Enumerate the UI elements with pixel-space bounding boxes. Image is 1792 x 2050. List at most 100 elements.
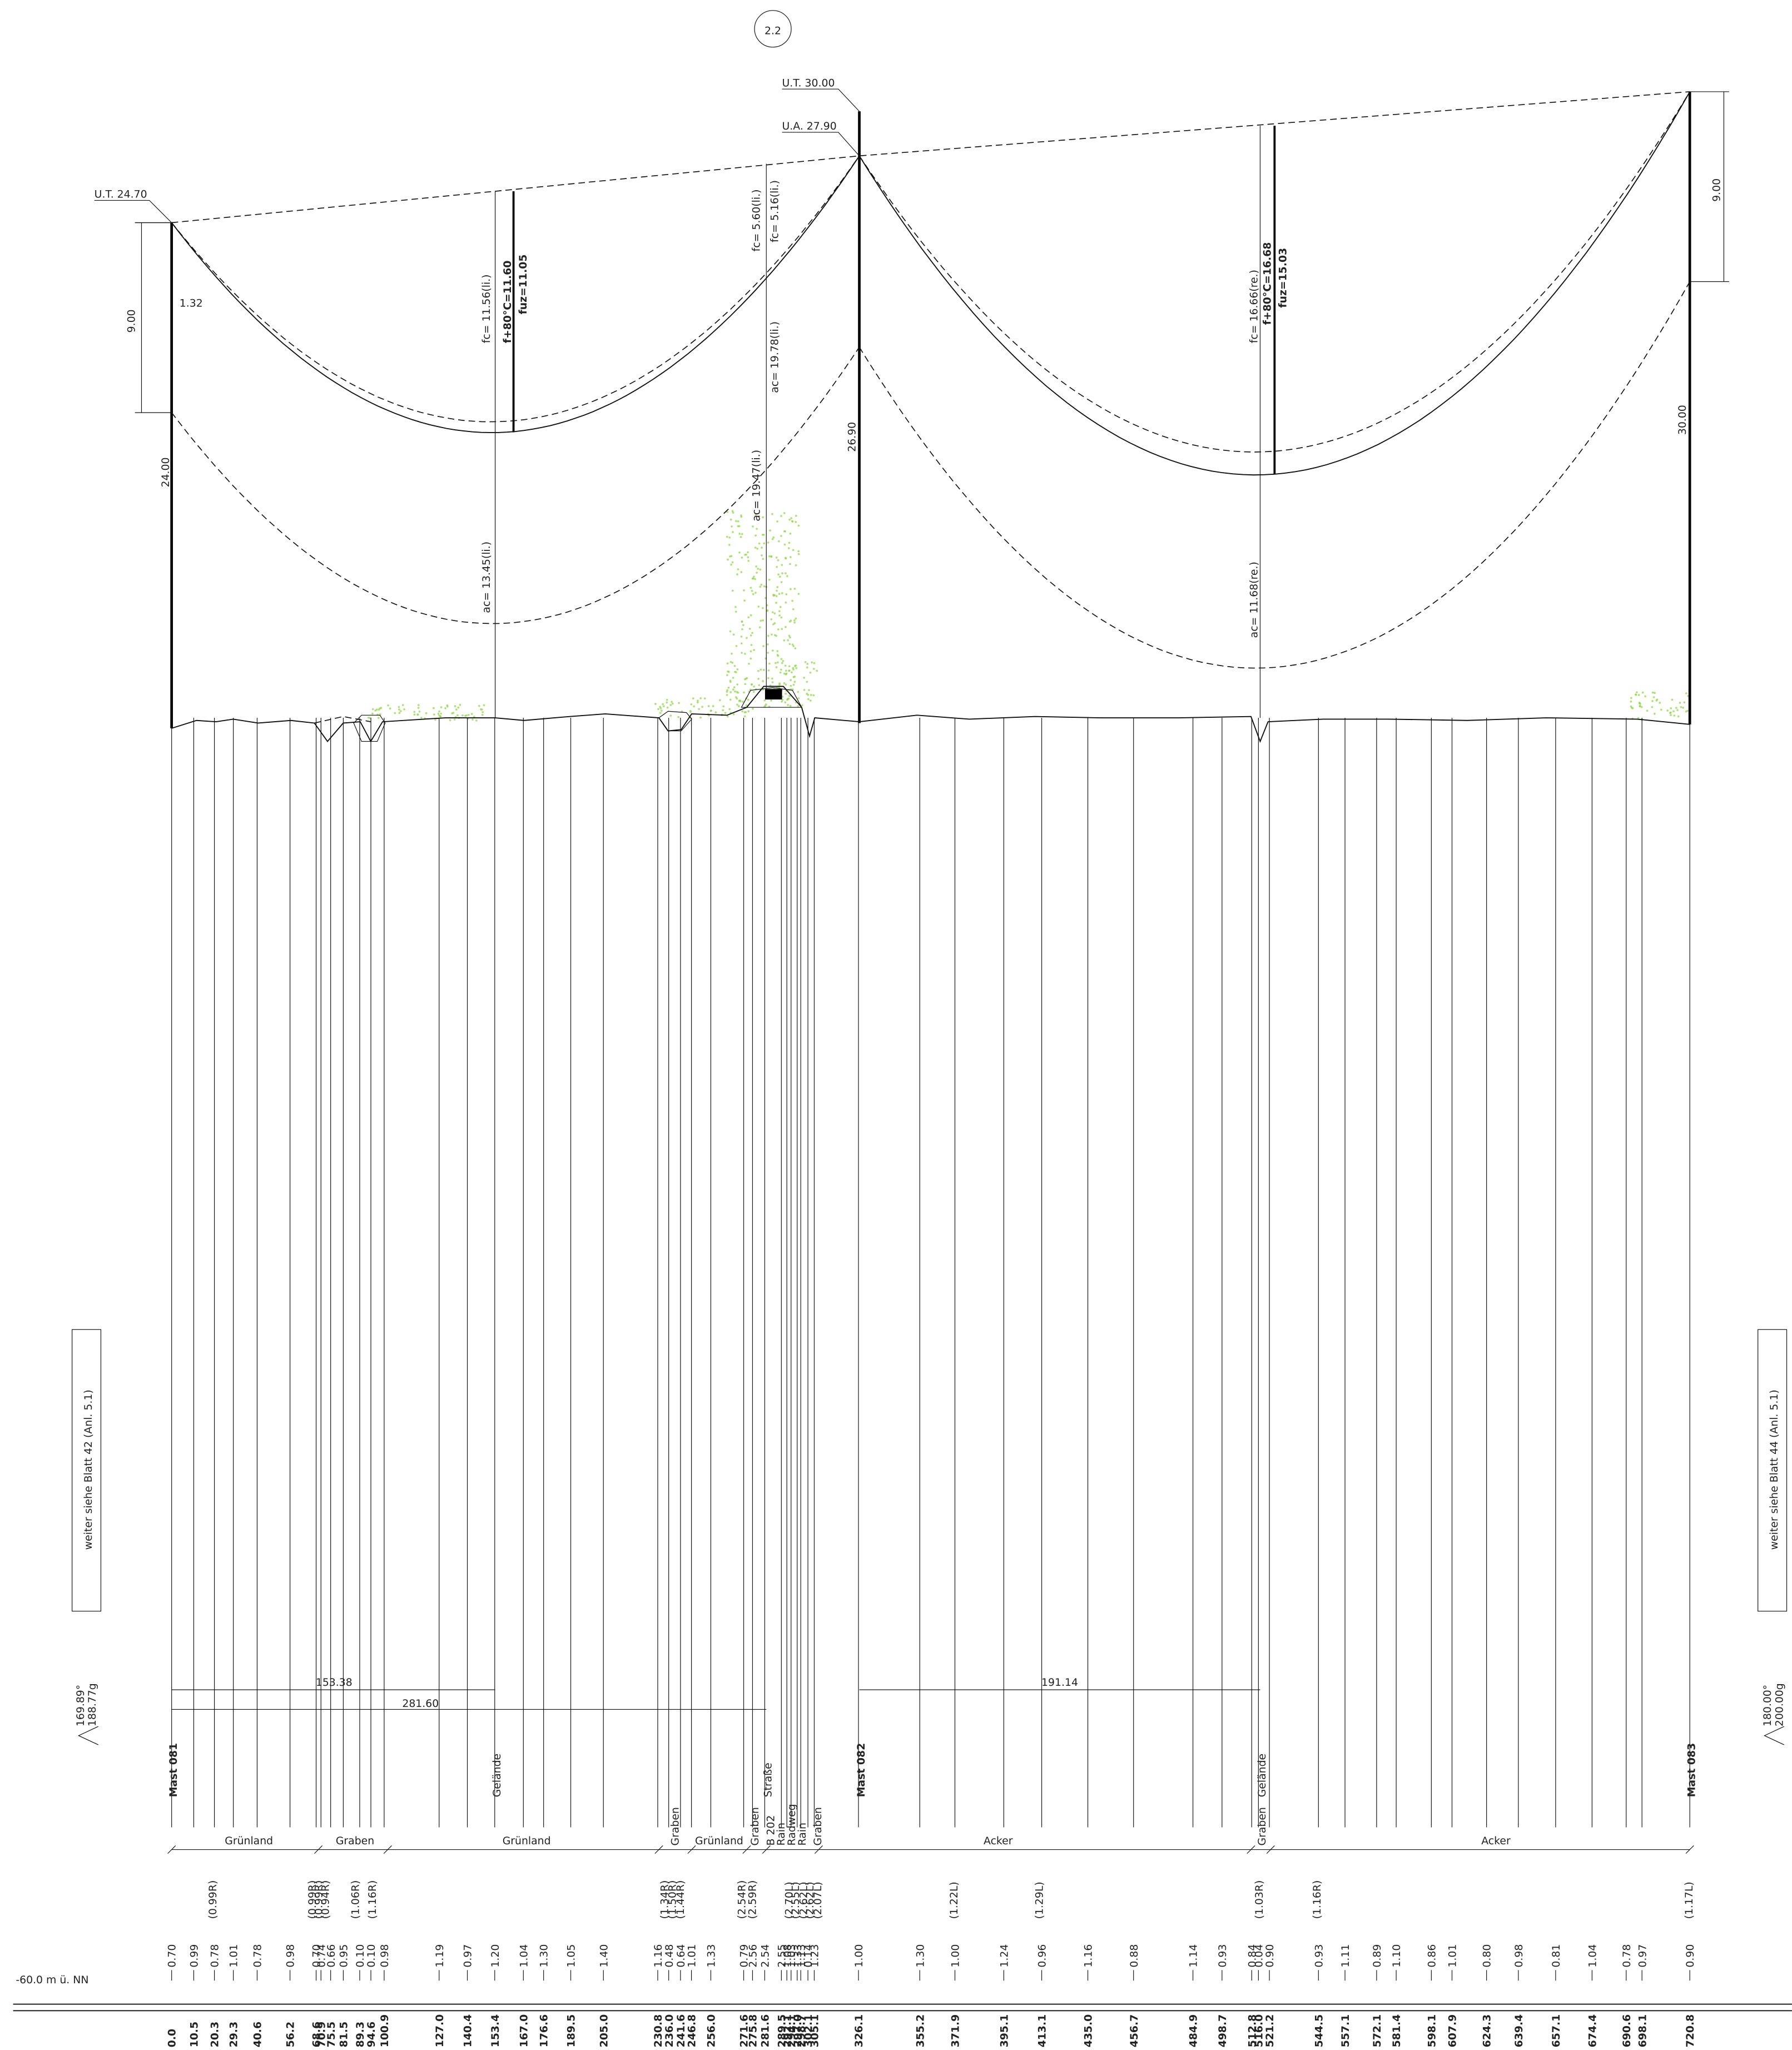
station-km: 153.4 (490, 2014, 502, 2048)
vegetation-dot (378, 717, 380, 719)
insulator-length: 9.00 (126, 309, 138, 332)
land-use: Rain (797, 1823, 808, 1845)
vegetation-dot (789, 563, 791, 565)
station-km: 70.9 (316, 2022, 327, 2047)
vegetation-dot (793, 621, 796, 624)
vegetation-dot (788, 518, 791, 521)
vegetation-dot (699, 716, 702, 719)
vegetation-dot (771, 513, 773, 515)
vegetation-dot (453, 718, 456, 721)
vegetation-dot (749, 587, 752, 589)
vegetation-dot (816, 669, 818, 672)
vegetation-dot (418, 710, 421, 713)
vegetation-dot (440, 706, 443, 708)
sag-label: fuz=15.03 (1278, 248, 1289, 308)
vegetation-dot (784, 701, 787, 704)
vegetation-dot (710, 709, 712, 712)
vegetation-dot (763, 699, 766, 702)
vegetation-dot (778, 683, 781, 686)
insulator-length: 9.00 (1711, 178, 1722, 202)
vegetation-dot (1670, 707, 1672, 709)
vegetation-dot (790, 679, 792, 682)
vegetation-dot (759, 568, 762, 571)
vegetation-dot (728, 536, 731, 539)
vegetation-dot (737, 705, 740, 707)
vegetation-dot (432, 707, 435, 709)
vegetation-dot (781, 628, 783, 631)
station-km: 305.1 (810, 2014, 821, 2048)
crossing-height: (0.99R) (307, 1880, 319, 1919)
station-height: 0.90 (1685, 1944, 1696, 1968)
vegetation-dot (729, 630, 732, 633)
vegetation-dot (785, 673, 787, 676)
station-height: 0.93 (1313, 1944, 1325, 1968)
vegetation-dot (734, 610, 737, 613)
vegetation-dot (734, 605, 737, 608)
vegetation-dot (757, 568, 760, 570)
vegetation-dot (726, 511, 728, 513)
vegetation-dot (471, 718, 474, 721)
vegetation-dot (761, 534, 764, 536)
vegetation-dot (459, 703, 461, 706)
vegetation-dot (696, 701, 699, 704)
vegetation-dot (1676, 709, 1679, 712)
vegetation-dot (1660, 708, 1662, 711)
station-km: 256.0 (706, 2014, 718, 2048)
vegetation-dot (758, 626, 761, 629)
vegetation-dot (739, 536, 742, 538)
vegetation-dot (783, 639, 786, 642)
station-km: 413.1 (1037, 2014, 1049, 2048)
vegetation-dot (776, 520, 778, 523)
vegetation-dot (757, 669, 760, 672)
vegetation-dot (767, 669, 770, 672)
vegetation-dot (736, 683, 739, 686)
vegetation-dot (777, 573, 780, 576)
vegetation-dot (758, 684, 761, 687)
vegetation-dot (736, 703, 738, 706)
station-km: 698.1 (1637, 2014, 1649, 2048)
vegetation-dot (1639, 704, 1641, 707)
vegetation-dot (703, 697, 706, 700)
station-km: 230.8 (653, 2014, 664, 2048)
vegetation-dot (1630, 700, 1632, 703)
vegetation-dot (746, 637, 748, 639)
leader (782, 132, 860, 156)
vegetation-dot (399, 710, 402, 712)
crossing-height: (2.62L) (805, 1882, 816, 1919)
vegetation-dot (793, 619, 796, 622)
vegetation-dot (478, 704, 480, 707)
vegetation-dot (751, 632, 753, 634)
vegetation-dot (766, 609, 769, 612)
station-km: 674.4 (1587, 2014, 1599, 2048)
vegetation-dot (1651, 706, 1654, 708)
sag-label: f+80°C=16.68 (1262, 242, 1273, 325)
vegetation-dot (740, 636, 743, 638)
station-km: 176.6 (539, 2014, 550, 2048)
station-km: 89.3 (355, 2022, 366, 2047)
vegetation-dot (741, 628, 743, 631)
station-km: 607.9 (1447, 2014, 1459, 2048)
angle-symbol (1764, 1726, 1785, 1745)
vegetation-dot (762, 619, 765, 622)
station-km: 581.4 (1391, 2014, 1403, 2048)
station-km: 281.6 (760, 2014, 771, 2048)
vegetation-dot (785, 572, 787, 575)
station-km: 236.0 (664, 2014, 676, 2048)
vegetation-dot (732, 531, 734, 533)
vegetation-dot (669, 704, 672, 706)
vegetation-dot (785, 683, 787, 686)
land-use: Graben (1257, 1807, 1268, 1845)
crossing-height: (0.99R) (207, 1880, 219, 1919)
station-km: 20.3 (210, 2022, 221, 2047)
crossing-height: (1.34R) (659, 1880, 671, 1919)
vegetation-dot (1670, 714, 1672, 716)
station-height: 0.89 (1372, 1944, 1383, 1968)
vegetation-dot (788, 634, 791, 637)
vegetation-dot (729, 679, 732, 682)
vegetation-dot (780, 515, 782, 517)
mast-arm-label: U.A. 27.90 (782, 121, 837, 132)
vegetation-dot (743, 715, 746, 718)
vegetation-dot (758, 542, 761, 545)
vegetation-dot (810, 694, 812, 696)
vegetation-dot (806, 692, 808, 695)
